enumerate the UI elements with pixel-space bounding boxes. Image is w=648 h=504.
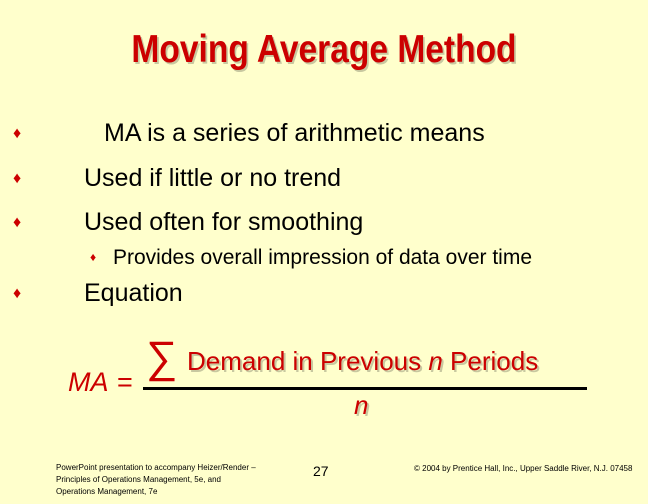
- numerator-suffix: Periods: [442, 346, 539, 376]
- diamond-bullet-icon: ♦: [13, 125, 22, 142]
- bullet-text-4: Equation: [84, 279, 183, 307]
- sigma-icon: ∑: [146, 333, 178, 382]
- diamond-bullet-icon: ♦: [13, 170, 22, 187]
- equation-lhs: MA: [68, 367, 109, 397]
- numerator-variable: n: [428, 346, 443, 376]
- sub-bullet-text: Provides overall impression of data over…: [113, 246, 533, 269]
- fraction-line: [143, 387, 587, 390]
- footer-copyright: © 2004 by Prentice Hall, Inc., Upper Sad…: [414, 464, 633, 473]
- bullet-text-1: MA is a series of arithmetic means: [104, 119, 485, 147]
- slide-title: Moving Average Method: [131, 28, 517, 71]
- page-number: 27: [313, 463, 329, 479]
- diamond-bullet-icon: ♦: [13, 214, 22, 231]
- equals-sign: =: [117, 367, 133, 397]
- diamond-bullet-icon: ♦: [13, 285, 22, 302]
- equation-denominator: n: [354, 390, 369, 420]
- numerator-prefix: Demand in Previous: [187, 346, 429, 376]
- diamond-sub-bullet-icon: ♦: [90, 250, 97, 264]
- footer-left-text: PowerPoint presentation to accompany Hei…: [56, 463, 256, 496]
- bullet-text-3: Used often for smoothing: [84, 208, 364, 236]
- bullet-text-2: Used if little or no trend: [84, 164, 342, 192]
- equation-numerator: Demand in Previous n Periods: [187, 346, 538, 377]
